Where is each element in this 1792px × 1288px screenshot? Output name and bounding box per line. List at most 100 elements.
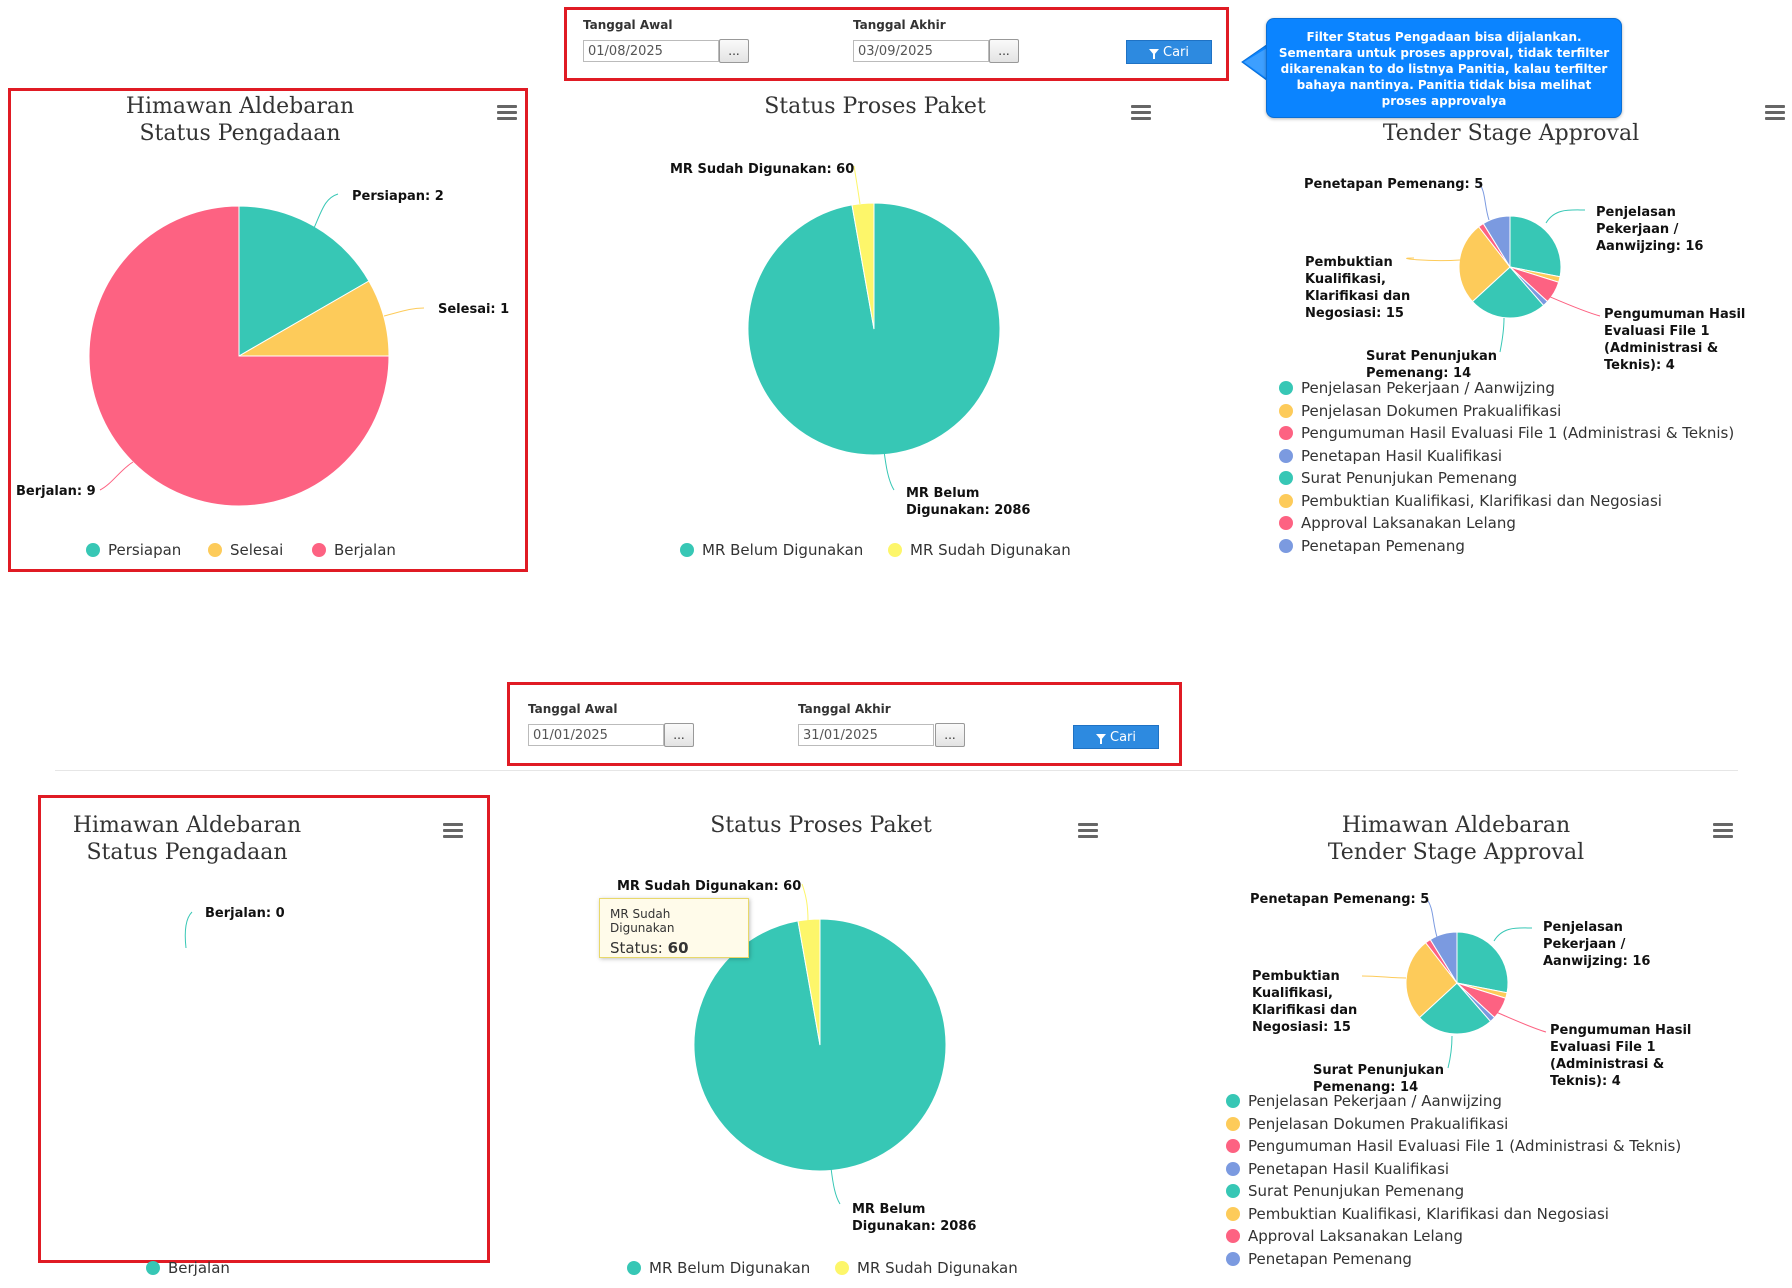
legend-label: Pembuktian Kualifikasi, Klarifikasi dan … xyxy=(1248,1204,1609,1223)
data-label-line: Surat Penunjukan xyxy=(1313,1063,1445,1078)
pie-slice-penetapan-hasil-kualifikasi[interactable] xyxy=(1456,982,1496,1023)
data-label: Selesai: 1 xyxy=(438,302,510,317)
legend-item[interactable]: Penetapan Hasil Kualifikasi xyxy=(1226,1160,1449,1178)
pie-slices xyxy=(1458,215,1562,319)
data-label-line: Digunakan: 2086 xyxy=(906,503,1031,518)
chart-title-line: Tender Stage Approval xyxy=(1327,840,1585,865)
pie-slice-penjelasan-dokumen-prakualifikasi[interactable] xyxy=(1509,266,1561,283)
legend-item[interactable]: Penetapan Pemenang xyxy=(1279,537,1465,555)
legend-item[interactable]: Penetapan Pemenang xyxy=(1226,1250,1412,1268)
start-date-picker-button[interactable]: ... xyxy=(664,723,694,747)
pie-slice-mr-belum-digunakan[interactable] xyxy=(747,202,1001,456)
legend-item[interactable]: Penjelasan Dokumen Prakualifikasi xyxy=(1279,402,1561,420)
pie-slice-pengumuman-hasil-evaluasi-file-1-administrasi-teknis[interactable] xyxy=(1509,266,1560,303)
legend-item[interactable]: Pengumuman Hasil Evaluasi File 1 (Admini… xyxy=(1226,1137,1681,1155)
chart-menu-icon[interactable] xyxy=(497,104,517,120)
search-button[interactable]: Cari xyxy=(1073,725,1159,749)
data-label-line: Negosiasi: 15 xyxy=(1305,306,1404,321)
chart-menu-icon[interactable] xyxy=(443,822,463,838)
chart-menu-icon[interactable] xyxy=(1078,822,1098,838)
legend-item[interactable]: Pembuktian Kualifikasi, Klarifikasi dan … xyxy=(1279,492,1662,510)
legend-item[interactable]: Penetapan Hasil Kualifikasi xyxy=(1279,447,1502,465)
data-label-line: Pekerjaan / xyxy=(1596,222,1679,237)
legend-marker xyxy=(1226,1184,1240,1198)
data-label-line: Kualifikasi, xyxy=(1305,272,1386,287)
legend-item[interactable]: Penjelasan Pekerjaan / Aanwijzing xyxy=(1279,379,1555,397)
data-label: Penjelasan Pekerjaan / Aanwijzing: 16 xyxy=(1543,919,1650,970)
pie-slice-pengumuman-hasil-evaluasi-file-1-administrasi-teknis[interactable] xyxy=(1456,982,1507,1019)
start-date-picker-button[interactable]: ... xyxy=(719,39,749,63)
legend-label: MR Belum Digunakan xyxy=(702,541,864,559)
end-date-input[interactable] xyxy=(798,724,934,746)
pie-slice-pembuktian-kualifikasi-klarifikasi-dan-negosiasi[interactable] xyxy=(1458,226,1511,303)
data-label: Surat Penunjukan Pemenang: 14 xyxy=(1313,1062,1444,1096)
pie-slice-approval-laksanakan-lelang[interactable] xyxy=(1424,938,1458,984)
connector-line xyxy=(830,1167,841,1205)
tooltip-value: 60 xyxy=(667,939,689,957)
legend-marker xyxy=(312,543,326,557)
legend-marker xyxy=(146,1261,160,1275)
start-date-input[interactable] xyxy=(528,724,664,746)
legend-label: Persiapan xyxy=(108,541,182,559)
legend-item[interactable]: Surat Penunjukan Pemenang xyxy=(1226,1182,1464,1200)
legend-item[interactable]: Penjelasan Dokumen Prakualifikasi xyxy=(1226,1115,1508,1133)
legend-label: MR Belum Digunakan xyxy=(649,1259,811,1277)
legend-item[interactable]: Pengumuman Hasil Evaluasi File 1 (Admini… xyxy=(1279,424,1734,442)
pie-slice-penjelasan-dokumen-prakualifikasi[interactable] xyxy=(1456,982,1508,999)
chart-menu-icon[interactable] xyxy=(1713,822,1733,838)
connector-line xyxy=(1547,295,1601,317)
legend-marker xyxy=(1226,1251,1240,1266)
legend-marker xyxy=(1279,381,1293,395)
data-label-line: Negosiasi: 15 xyxy=(1252,1020,1351,1035)
data-label-line: (Administrasi & xyxy=(1550,1057,1665,1072)
end-date-picker-button[interactable]: ... xyxy=(989,39,1019,63)
status-pengadaan-box xyxy=(38,795,490,1263)
legend-item-selesai[interactable]: Selesai xyxy=(208,541,283,559)
start-date-input[interactable] xyxy=(583,40,719,62)
pie-slice-surat-penunjukan-pemenang[interactable] xyxy=(1418,982,1492,1035)
search-button[interactable]: Cari xyxy=(1126,40,1212,64)
legend-item-mr-sudah[interactable]: MR Sudah Digunakan xyxy=(835,1259,1018,1277)
legend-label: Penjelasan Pekerjaan / Aanwijzing xyxy=(1248,1092,1502,1110)
pie-slice-penetapan-pemenang[interactable] xyxy=(1482,215,1511,269)
legend-label: Penetapan Pemenang xyxy=(1248,1249,1412,1268)
data-label-line: Klarifikasi dan xyxy=(1305,289,1411,304)
end-date-input[interactable] xyxy=(853,40,989,62)
legend-item-berjalan[interactable]: Berjalan xyxy=(312,541,396,559)
pie-slice-penjelasan-pekerjaan-aanwijzing[interactable] xyxy=(1509,215,1562,278)
legend-marker xyxy=(1226,1139,1240,1153)
legend-marker xyxy=(1226,1116,1240,1131)
end-date-picker-button[interactable]: ... xyxy=(935,723,965,747)
pie-slice-mr-sudah-digunakan[interactable] xyxy=(797,918,821,1046)
start-date-label: Tanggal Awal xyxy=(528,702,618,716)
legend-item-persiapan[interactable]: Persiapan xyxy=(86,541,181,559)
legend-item[interactable]: Approval Laksanakan Lelang xyxy=(1226,1227,1463,1245)
legend-label: Pengumuman Hasil Evaluasi File 1 (Admini… xyxy=(1248,1137,1682,1155)
data-label: Pengumuman Hasil Evaluasi File 1 (Admini… xyxy=(1604,306,1745,374)
legend-label: Berjalan xyxy=(168,1259,230,1277)
chart-title: Himawan Aldebaran Status Pengadaan xyxy=(90,93,390,147)
pie-slice-penetapan-hasil-kualifikasi[interactable] xyxy=(1509,266,1549,307)
pie-slice-mr-sudah-digunakan[interactable] xyxy=(851,202,875,330)
chart-menu-icon[interactable] xyxy=(1765,104,1785,120)
pie-slice-surat-penunjukan-pemenang[interactable] xyxy=(1471,266,1545,319)
pie-slice-approval-laksanakan-lelang[interactable] xyxy=(1477,222,1511,268)
data-label-line: Evaluasi File 1 xyxy=(1550,1040,1656,1055)
chart-title-line: Himawan Aldebaran xyxy=(1341,813,1571,838)
pie-slice-penjelasan-pekerjaan-aanwijzing[interactable] xyxy=(1456,931,1509,994)
legend-marker xyxy=(1226,1229,1240,1243)
legend-item-mr-belum[interactable]: MR Belum Digunakan xyxy=(627,1259,810,1277)
legend-item-mr-belum[interactable]: MR Belum Digunakan xyxy=(680,541,863,559)
legend-item[interactable]: Penjelasan Pekerjaan / Aanwijzing xyxy=(1226,1092,1502,1110)
pie-slice-penetapan-pemenang[interactable] xyxy=(1429,931,1458,985)
legend-item[interactable]: Pembuktian Kualifikasi, Klarifikasi dan … xyxy=(1226,1205,1609,1223)
legend-label: Penjelasan Dokumen Prakualifikasi xyxy=(1301,401,1562,420)
legend-item-mr-sudah[interactable]: MR Sudah Digunakan xyxy=(888,541,1071,559)
chart-menu-icon[interactable] xyxy=(1131,104,1151,120)
legend-item-berjalan[interactable]: Berjalan xyxy=(146,1259,230,1277)
legend-item[interactable]: Surat Penunjukan Pemenang xyxy=(1279,469,1517,487)
pie-slice-pembuktian-kualifikasi-klarifikasi-dan-negosiasi[interactable] xyxy=(1405,942,1458,1019)
legend-label: MR Sudah Digunakan xyxy=(910,541,1071,559)
legend-item[interactable]: Approval Laksanakan Lelang xyxy=(1279,514,1516,532)
data-label-line: MR Belum xyxy=(852,1202,926,1217)
